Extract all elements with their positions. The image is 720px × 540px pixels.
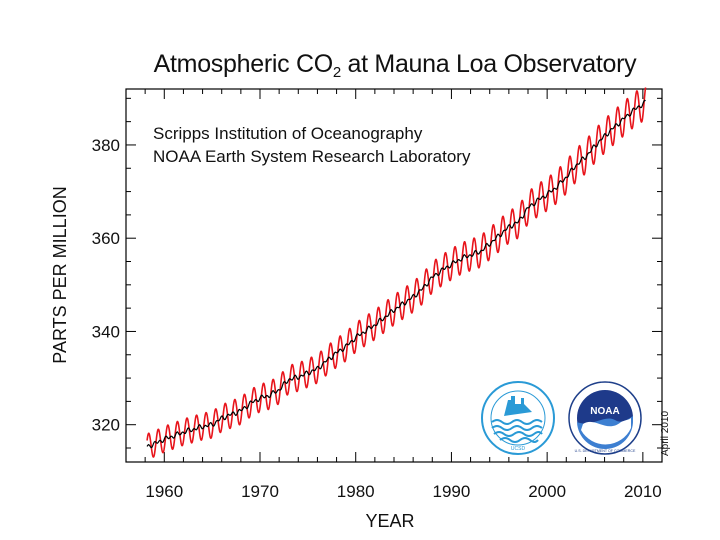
date-stamp: April 2010 [660, 411, 671, 456]
y-axis-title: PARTS PER MILLION [50, 186, 70, 363]
title-text-rest: at Mauna Loa Observatory [340, 50, 637, 78]
title-text: Atmospheric CO [153, 50, 333, 78]
x-tick-label: 1980 [337, 482, 375, 501]
x-tick-label: 1960 [145, 482, 183, 501]
y-tick-label: 380 [92, 136, 120, 155]
institution-line-2: NOAA Earth System Research Laboratory [153, 147, 471, 166]
scripps-bottom-text: UCSD [511, 446, 526, 452]
x-axis-title: YEAR [365, 511, 414, 531]
noaa-bottom-text: U.S. DEPARTMENT OF COMMERCE [575, 449, 636, 453]
ticks: 1960 1970 1980 1990 2000 2010 320 340 360 380 [92, 89, 662, 501]
monthly-co2-line [146, 87, 647, 458]
chart-title: Atmospheric CO2 at Mauna Loa Observatory [0, 50, 720, 81]
trend-line [146, 99, 646, 449]
y-tick-label: 360 [92, 229, 120, 248]
noaa-center-text: NOAA [590, 406, 619, 417]
scripps-logo: UCSD [481, 381, 555, 455]
y-tick-label: 320 [92, 416, 120, 435]
x-tick-label: 1970 [241, 482, 279, 501]
noaa-logo: NOAA U.S. DEPARTMENT OF COMMERCE [568, 381, 642, 455]
title-subscript: 2 [332, 64, 341, 81]
x-tick-label: 2010 [624, 482, 662, 501]
x-tick-label: 1990 [433, 482, 471, 501]
institution-line-1: Scripps Institution of Oceanography [153, 124, 423, 143]
series-layer [146, 87, 647, 458]
x-tick-label: 2000 [528, 482, 566, 501]
y-tick-label: 340 [92, 322, 120, 341]
